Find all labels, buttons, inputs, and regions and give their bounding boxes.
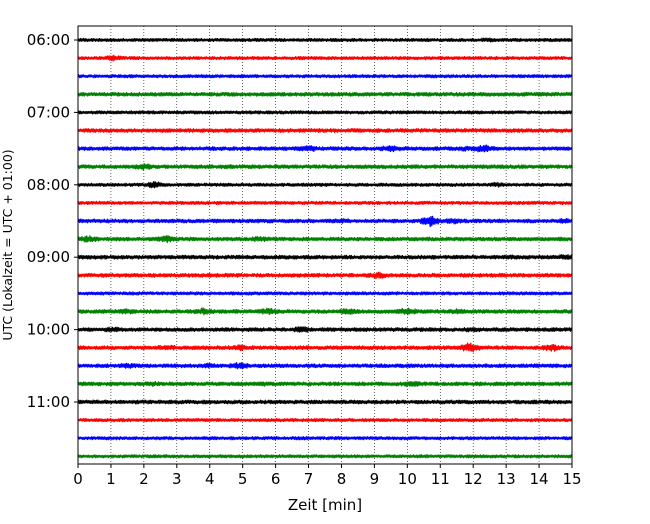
x-tick-label: 7 — [304, 470, 314, 488]
trace-0800 — [77, 181, 573, 189]
x-tick-label: 8 — [337, 470, 347, 488]
trace-layer — [77, 37, 573, 459]
trace-0900 — [77, 254, 573, 260]
trace-1100 — [77, 399, 573, 405]
trace-0645 — [77, 91, 573, 97]
x-tick-label: 3 — [172, 470, 182, 488]
trace-0915 — [77, 271, 573, 280]
x-tick-label: 1 — [106, 470, 116, 488]
y-tick-label: 09:00 — [27, 248, 70, 266]
trace-0845 — [77, 235, 573, 244]
trace-0730 — [77, 144, 573, 153]
trace-0945 — [77, 307, 573, 316]
trace-1030 — [77, 362, 573, 370]
y-tick-label: 10:00 — [27, 321, 70, 339]
trace-0715 — [77, 128, 573, 133]
trace-1015 — [77, 342, 573, 353]
x-tick-label: 13 — [497, 470, 516, 488]
trace-1000 — [77, 326, 573, 333]
trace-0700 — [77, 110, 573, 115]
y-tick-label: 11:00 — [27, 393, 70, 411]
x-tick-label: 12 — [464, 470, 483, 488]
x-tick-label: 9 — [370, 470, 380, 488]
y-tick-layer: 06:00 07:00 08:00 09:00 10:00 11:00 — [27, 31, 78, 411]
trace-0630 — [77, 74, 573, 79]
x-tick-layer: 0 1 2 3 4 5 6 7 8 9 10 11 12 13 14 15 — [73, 464, 582, 488]
trace-0600 — [77, 37, 573, 43]
trace-1130 — [77, 436, 573, 441]
x-tick-label: 5 — [238, 470, 248, 488]
trace-1115 — [77, 417, 573, 423]
x-axis-label: Zeit [min] — [288, 496, 362, 514]
y-axis-label: UTC (Lokalzeit = UTC + 01:00) — [0, 149, 15, 340]
x-tick-label: 4 — [205, 470, 215, 488]
trace-0830 — [77, 215, 573, 228]
x-tick-label: 15 — [562, 470, 581, 488]
trace-0745 — [77, 163, 573, 171]
x-tick-label: 10 — [398, 470, 417, 488]
trace-0930 — [77, 291, 573, 296]
trace-0815 — [77, 200, 573, 206]
x-tick-label: 6 — [271, 470, 281, 488]
trace-0615 — [77, 54, 573, 62]
x-tick-label: 11 — [431, 470, 450, 488]
y-tick-label: 08:00 — [27, 176, 70, 194]
plot-frame — [77, 25, 573, 465]
x-tick-label: 14 — [530, 470, 549, 488]
y-tick-label: 06:00 — [27, 31, 70, 49]
trace-1045 — [77, 380, 573, 388]
y-tick-label: 07:00 — [27, 103, 70, 121]
trace-1145 — [77, 454, 573, 459]
x-tick-label: 0 — [73, 470, 83, 488]
grid-layer — [110, 26, 540, 464]
x-tick-label: 2 — [139, 470, 149, 488]
